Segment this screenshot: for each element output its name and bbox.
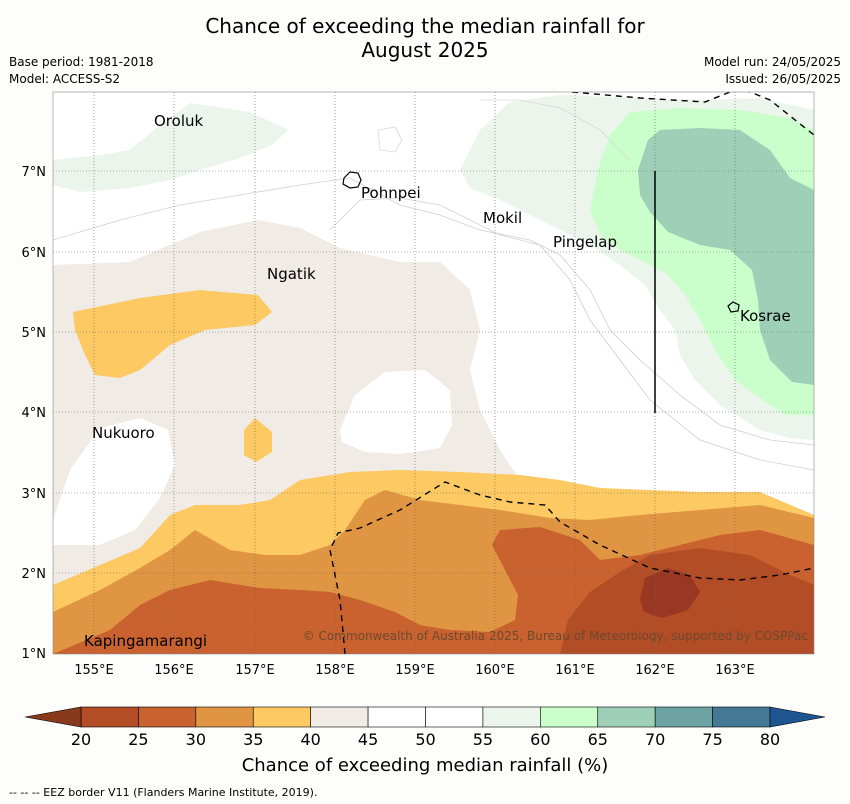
lon-label: 160°E: [475, 663, 515, 678]
map-title: Chance of exceeding the median rainfall …: [0, 14, 850, 62]
lat-label: 2°N: [22, 567, 47, 582]
contour-35-40-small: [244, 418, 272, 462]
title-line-2: August 2025: [361, 38, 489, 62]
issued-date: Issued: 26/05/2025: [725, 72, 841, 86]
colorbar-tick-label: 30: [186, 730, 206, 749]
model-name: Model: ACCESS-S2: [9, 72, 121, 86]
copyright-notice: © Commonwealth of Australia 2025, Bureau…: [303, 629, 808, 643]
colorbar-low-arrow: [24, 706, 82, 728]
eez-border-south: [329, 481, 814, 654]
colorbar-tick-label: 20: [71, 730, 91, 749]
pohnpei-island: [342, 171, 362, 189]
title-line-1: Chance of exceeding the median rainfall …: [205, 14, 645, 38]
lat-label: 7°N: [22, 165, 47, 180]
contour-line-2: [329, 197, 814, 471]
colorbar-tick-label: 70: [645, 730, 665, 749]
map-frame: [52, 91, 815, 655]
lon-label: 157°E: [235, 663, 275, 678]
colorbar-cell: [310, 706, 369, 728]
colorbar-tick-label: 80: [760, 730, 780, 749]
colorbar-cell: [252, 706, 311, 728]
place-pohnpei: Pohnpei: [361, 184, 421, 202]
lon-label: 159°E: [395, 663, 435, 678]
place-kapingamarangi: Kapingamarangi: [84, 632, 207, 650]
lat-label: 6°N: [22, 246, 47, 261]
place-oroluk: Oroluk: [154, 112, 203, 130]
contour-65-70: [638, 128, 814, 385]
colorbar-cell: [425, 706, 484, 728]
place-labels: Oroluk Pohnpei Mokil Pingelap Ngatik Kos…: [84, 112, 791, 650]
islands: [342, 171, 740, 413]
colorbar-label: Chance of exceeding median rainfall (%): [241, 755, 609, 776]
lat-label: 5°N: [22, 326, 47, 341]
colorbar-ticks: 20 25 30 35 40 45 50 55 60 65 70 75 80: [71, 730, 780, 749]
lon-label: 155°E: [74, 663, 114, 678]
colorbar-tick-label: 65: [588, 730, 608, 749]
lon-label: 163°E: [715, 663, 755, 678]
colorbar-tick-label: 45: [358, 730, 378, 749]
contour-35-40-west: [73, 290, 272, 378]
colorbar-cell: [654, 706, 713, 728]
lat-axis: 7°N 6°N 5°N 4°N 3°N 2°N 1°N: [22, 165, 47, 662]
colorbar-tick-label: 50: [415, 730, 435, 749]
lon-label: 162°E: [635, 663, 675, 678]
contour-line-4: [377, 126, 403, 153]
eez-footnote: -- -- -- EEZ border V11 (Flanders Marine…: [9, 786, 318, 799]
place-pingelap: Pingelap: [553, 233, 617, 251]
kosrae-island: [727, 301, 740, 313]
lon-label: 158°E: [315, 663, 355, 678]
colorbar-cell: [367, 706, 426, 728]
lat-label: 4°N: [22, 406, 47, 421]
colorbar-cell: [138, 706, 197, 728]
colorbar-cell: [195, 706, 254, 728]
base-period: Base period: 1981-2018: [9, 55, 154, 69]
colorbar-tick-label: 60: [530, 730, 550, 749]
eez-borders: [329, 92, 814, 654]
contour-line-3: [480, 99, 631, 161]
colorbar-tick-label: 75: [702, 730, 722, 749]
colorbar: 20 25 30 35 40 45 50 55 60 65 70 75 80: [24, 706, 826, 749]
place-ngatik: Ngatik: [267, 265, 316, 283]
lat-label: 1°N: [22, 647, 47, 662]
contour-white-hole-2: [53, 418, 175, 545]
meta-left: Base period: 1981-2018 Model: ACCESS-S2: [9, 54, 154, 88]
forecast-map: Oroluk Pohnpei Mokil Pingelap Ngatik Kos…: [22, 91, 815, 678]
meta-right: Model run: 24/05/2025 Issued: 26/05/2025: [704, 54, 841, 88]
colorbar-cell: [80, 706, 139, 728]
colorbar-tick-label: 25: [128, 730, 148, 749]
colorbar-high-arrow: [769, 706, 826, 728]
colorbar-cell: [540, 706, 599, 728]
rainfall-contours: [53, 95, 814, 654]
colorbar-tick-label: 40: [300, 730, 320, 749]
place-kosrae: Kosrae: [740, 307, 791, 325]
lat-label: 3°N: [22, 487, 47, 502]
eez-border-north: [571, 92, 814, 136]
contour-line-1: [53, 177, 814, 446]
colorbar-cell: [712, 706, 771, 728]
place-mokil: Mokil: [483, 209, 522, 227]
colorbar-cell: [482, 706, 541, 728]
colorbar-cell: [597, 706, 656, 728]
contour-55-60-north: [53, 103, 288, 192]
model-run: Model run: 24/05/2025: [703, 55, 841, 69]
lon-axis: 155°E 156°E 157°E 158°E 159°E 160°E 161°…: [74, 663, 755, 678]
colorbar-tick-label: 55: [473, 730, 493, 749]
colorbar-cells: [80, 706, 771, 728]
colorbar-tick-label: 35: [243, 730, 263, 749]
place-nukuoro: Nukuoro: [92, 424, 155, 442]
lon-label: 161°E: [555, 663, 595, 678]
lon-label: 156°E: [154, 663, 194, 678]
graticule: [53, 92, 814, 654]
